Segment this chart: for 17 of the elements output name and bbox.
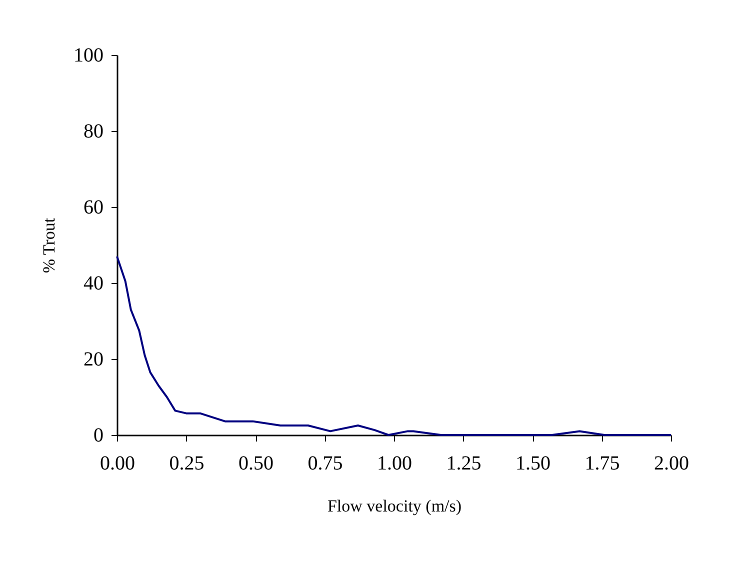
y-tick-label: 20 [84, 348, 104, 370]
x-tick-label: 1.25 [446, 452, 482, 474]
y-axis-title: % Trout [40, 218, 58, 274]
x-tick-label: 2.00 [654, 452, 689, 474]
y-tick-label: 100 [74, 44, 104, 66]
x-axis-title: Flow velocity (m/s) [327, 496, 462, 516]
x-tick-label: 1.75 [584, 452, 620, 474]
x-tick-label: 1.50 [516, 452, 550, 474]
x-tick-label: 0.00 [100, 452, 135, 474]
y-tick-label: 40 [84, 272, 104, 294]
x-tick-label: 0.75 [308, 452, 343, 474]
y-tick-label: 80 [84, 120, 104, 142]
x-tick-label: 1.00 [377, 452, 412, 474]
y-tick-label: 0 [94, 424, 104, 446]
y-tick-label: 60 [84, 196, 104, 218]
x-tick-label: 0.25 [169, 452, 204, 474]
x-tick-label: 0.50 [238, 452, 274, 474]
